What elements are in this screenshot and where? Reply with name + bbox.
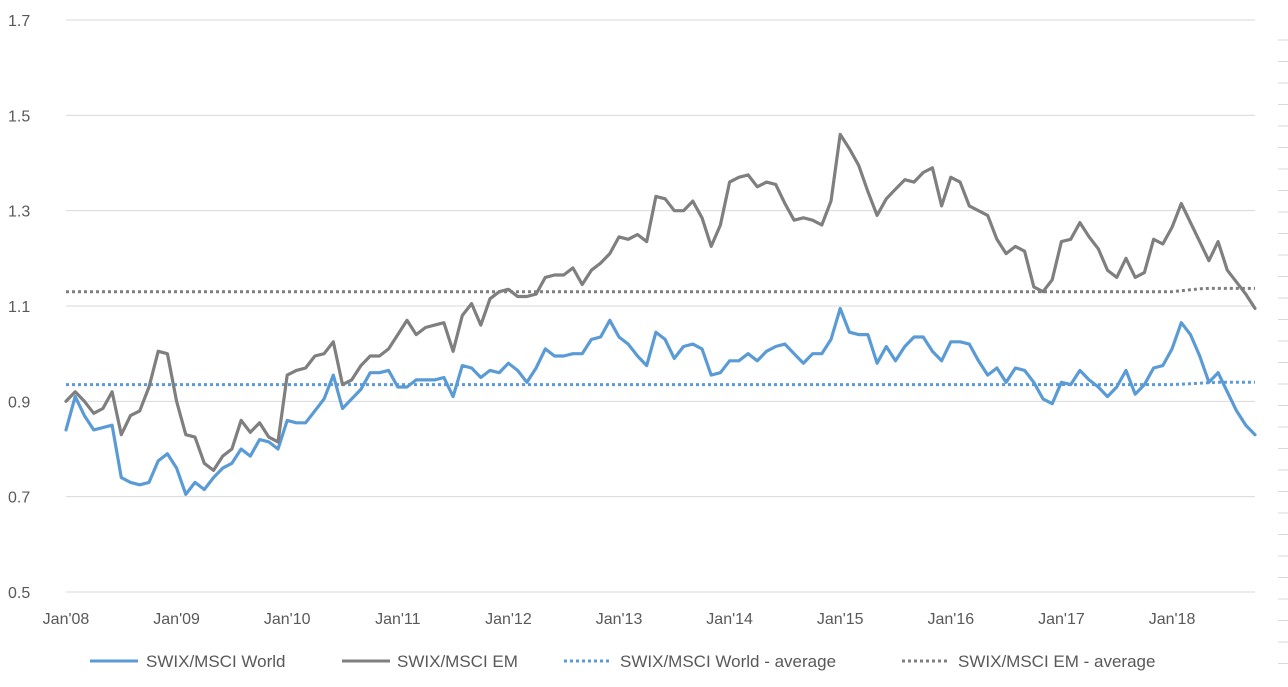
y-tick-label: 1.7 (8, 13, 30, 30)
y-tick-label: 0.5 (8, 585, 30, 602)
x-tick-label: Jan'11 (375, 611, 421, 628)
x-tick-label: Jan'08 (43, 611, 90, 628)
legend-label: SWIX/MSCI EM - average (958, 652, 1155, 671)
series-line-swix-msci-em-average (66, 286, 1255, 294)
x-tick-label: Jan'12 (485, 611, 532, 628)
x-tick-label: Jan'09 (153, 611, 200, 628)
y-tick-label: 0.9 (8, 394, 30, 411)
x-tick-label: Jan'18 (1149, 611, 1196, 628)
legend: SWIX/MSCI World SWIX/MSCI EM SWIX/MSCI Wor… (90, 652, 1155, 671)
x-tick-label: Jan'13 (596, 611, 643, 628)
series-line-swix-msci-world-average (66, 380, 1255, 387)
y-tick-label: 1.1 (8, 299, 30, 316)
x-tick-label: Jan'17 (1038, 611, 1085, 628)
legend-label: SWIX/MSCI World - average (620, 652, 836, 671)
legend-label: SWIX/MSCI World (146, 652, 285, 671)
series-line-swix-msci-em (64, 132, 1257, 472)
gridlines (66, 19, 1255, 593)
series-line-swix-msci-world (64, 306, 1257, 496)
legend-label: SWIX/MSCI EM (397, 652, 518, 671)
x-tick-label: Jan'10 (264, 611, 311, 628)
y-tick-label: 1.3 (8, 204, 30, 221)
series-lines (64, 132, 1257, 496)
y-axis-tick-labels: 0.5 0.7 0.9 1.1 1.3 1.5 1.7 (8, 13, 30, 602)
x-tick-label: Jan'14 (706, 611, 753, 628)
y-tick-label: 1.5 (8, 108, 30, 125)
y-tick-label: 0.7 (8, 490, 30, 507)
x-tick-label: Jan'16 (928, 611, 975, 628)
x-tick-label: Jan'15 (817, 611, 864, 628)
right-edge-ticks (1278, 39, 1288, 664)
x-axis-tick-labels: Jan'08 Jan'09 Jan'10 Jan'11 Jan'12 Jan'13 Jan'… (43, 611, 1196, 628)
